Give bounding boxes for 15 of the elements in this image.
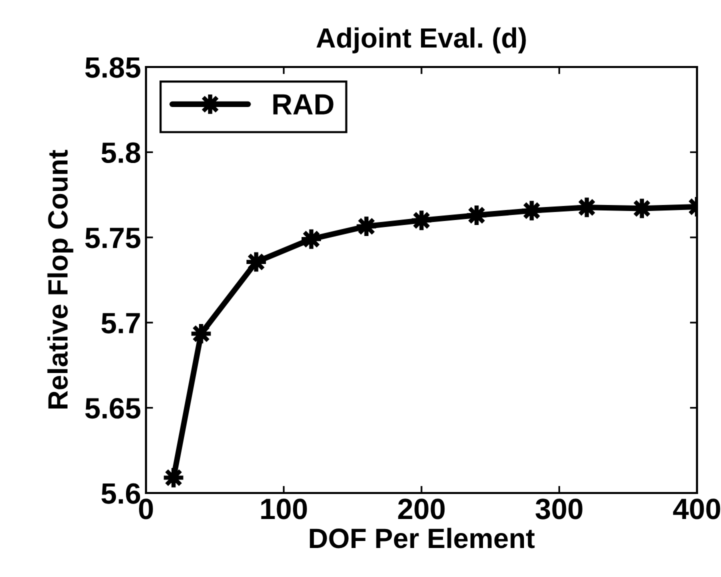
- y-axis-title: Relative Flop Count: [47, 150, 74, 409]
- x-tick-label: 200: [398, 498, 445, 520]
- chart-title: Adjoint Eval. (d): [316, 27, 526, 54]
- x-tick-label: 400: [673, 498, 720, 520]
- y-tick-label: 5.65: [85, 398, 140, 419]
- y-tick-label: 5.85: [85, 57, 140, 78]
- x-tick-label: 0: [139, 498, 153, 520]
- x-axis-title: DOF Per Element: [310, 528, 535, 548]
- x-tick-label: 300: [536, 498, 582, 520]
- y-tick-label: 5.6: [101, 483, 140, 504]
- x-tick-label: 100: [261, 498, 307, 520]
- y-tick-label: 5.75: [85, 228, 140, 248]
- legend-label: RAD: [273, 94, 334, 114]
- y-tick-label: 5.7: [101, 313, 140, 334]
- y-tick-label: 5.8: [101, 142, 140, 164]
